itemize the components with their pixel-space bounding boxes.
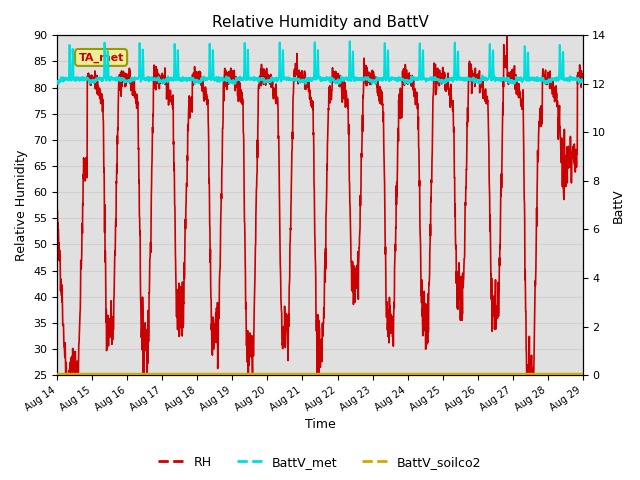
Y-axis label: BattV: BattV [612,188,625,223]
Legend: RH, BattV_met, BattV_soilco2: RH, BattV_met, BattV_soilco2 [154,451,486,474]
Title: Relative Humidity and BattV: Relative Humidity and BattV [212,15,428,30]
Text: TA_met: TA_met [79,52,124,62]
Y-axis label: Relative Humidity: Relative Humidity [15,149,28,261]
X-axis label: Time: Time [305,419,335,432]
